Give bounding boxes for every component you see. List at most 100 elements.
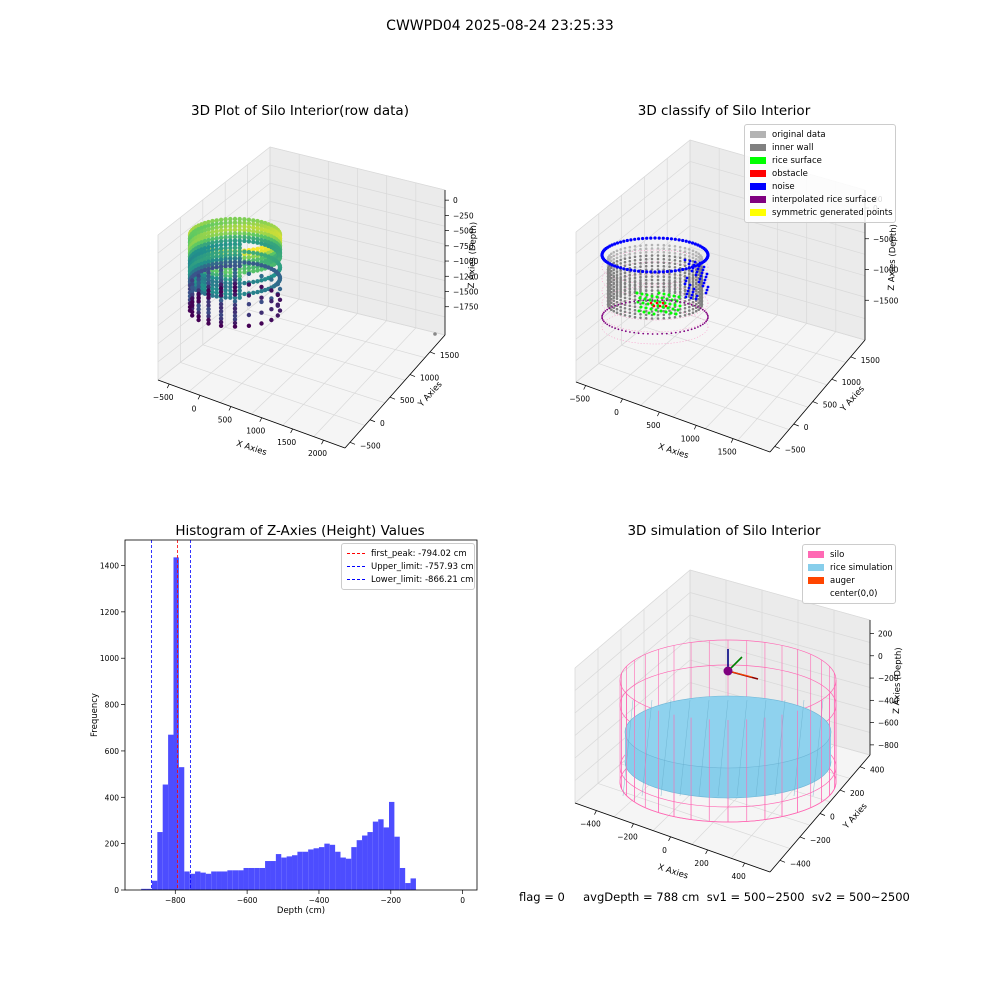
panel2-point: [644, 306, 648, 310]
panel2-point: [677, 295, 681, 299]
panel2-point: [619, 283, 622, 286]
panel2-point: [661, 332, 663, 335]
panel2-floor-gridline: [667, 308, 847, 363]
panel1-point: [237, 216, 242, 222]
panel1-floor-gridline: [180, 362, 366, 426]
panel2-point: [694, 327, 696, 330]
panel2-point: [619, 286, 622, 290]
panel1-point: [269, 277, 274, 282]
panel1-point: [232, 320, 238, 326]
panel1-floor-gridline: [282, 320, 387, 426]
panel1-point: [214, 257, 219, 263]
panel4-left-gridline: [574, 569, 691, 669]
panel2-point: [622, 239, 626, 243]
legend-swatch: [750, 183, 766, 190]
panel1-point: [232, 317, 238, 322]
panel4-back-gridline: [689, 569, 871, 621]
panel1-point: [262, 235, 268, 240]
panel2-point: [662, 285, 666, 289]
panel2-point: [691, 249, 695, 253]
panel1-point: [242, 217, 247, 222]
panel4-left-gridline: [574, 659, 691, 759]
panel1-point: [196, 310, 201, 315]
panel2-point: [633, 269, 637, 273]
panel1-point: [262, 242, 268, 247]
panel2-point: [681, 238, 685, 243]
panel2-point: [673, 290, 677, 294]
panel2-point: [673, 255, 677, 259]
panel1-point: [242, 227, 247, 233]
panel1-x-tick-label: −500: [153, 393, 174, 402]
panel2-point: [683, 250, 687, 253]
panel2-point: [644, 313, 648, 317]
panel2-point: [688, 276, 691, 279]
panel2-point: [608, 292, 611, 296]
panel4-y-tick: [779, 859, 786, 863]
panel2-point: [633, 245, 637, 248]
histogram-bar: [340, 857, 346, 890]
panel4-z-tick-label: 0: [878, 652, 883, 661]
panel4-x-axis-line: [574, 802, 771, 873]
panel1-point: [223, 220, 228, 226]
panel4-z-tick-label: −800: [878, 741, 899, 750]
panel2-point: [610, 255, 613, 259]
panel1-point: [237, 256, 242, 261]
panel1-floor-gridline: [225, 326, 406, 381]
panel2-point: [624, 330, 627, 333]
panel1-back-gridline: [269, 201, 446, 245]
panel2-point: [670, 299, 673, 302]
panel1-point: [228, 288, 233, 293]
panel1-point: [255, 262, 260, 267]
panel2-point: [656, 257, 660, 261]
panel2-point: [644, 243, 648, 247]
legend-line: [347, 579, 365, 580]
panel2-point: [652, 312, 656, 316]
panel2-point: [656, 247, 660, 250]
panel2-point: [619, 258, 622, 262]
panel4-y-tick-label: 0: [830, 813, 835, 822]
panel1-point: [251, 254, 256, 259]
panel2-point: [683, 258, 687, 262]
panel4-left-gridline: [574, 614, 691, 714]
panel2-point: [603, 320, 605, 323]
panel1-point: [206, 245, 211, 250]
panel2-point: [655, 295, 659, 299]
panel2-point: [619, 269, 622, 272]
panel1-point: [255, 218, 260, 224]
panel2-x-tick-label: 500: [646, 421, 661, 430]
panel1-point: [206, 303, 211, 308]
panel1-point: [228, 252, 233, 258]
legend-label: obstacle: [772, 168, 808, 179]
panel1-point: [232, 306, 238, 311]
panel2-point: [678, 315, 682, 318]
panel2-point: [677, 238, 681, 242]
panel1-point: [228, 234, 233, 240]
panel4-x-tick-label: 400: [731, 872, 746, 881]
panel2-point: [673, 266, 677, 269]
panel1-left-gridline: [157, 273, 271, 363]
panel2-point: [678, 249, 682, 252]
histogram-bar: [356, 840, 363, 890]
panel1-point: [277, 263, 282, 268]
panel2-point: [700, 271, 704, 275]
panel2-point: [688, 279, 691, 283]
panel1-z-tick-label: −1500: [453, 288, 479, 297]
panel1-point: [218, 257, 224, 262]
panel2-point: [650, 264, 654, 268]
panel2-point: [639, 275, 642, 279]
panel4-legend: silo rice simulation auger center(0,0): [802, 544, 896, 604]
legend-item-noise: noise: [750, 180, 890, 193]
legend-item-inner-wall: inner wall: [750, 141, 890, 154]
panel1-point: [266, 250, 271, 256]
panel1-point: [202, 273, 208, 278]
panel1-point: [210, 275, 215, 280]
panel2-floor-gridline: [689, 289, 866, 341]
legend-swatch: [750, 131, 766, 138]
histogram-y-tick-label: 1400: [100, 561, 119, 570]
panel2-point: [629, 268, 633, 272]
panel2-point: [694, 273, 698, 277]
panel1-x-axis-label: X Axies: [235, 439, 268, 458]
panel2-point: [652, 304, 656, 308]
panel1-point: [228, 277, 233, 282]
panel2-point: [673, 273, 677, 276]
